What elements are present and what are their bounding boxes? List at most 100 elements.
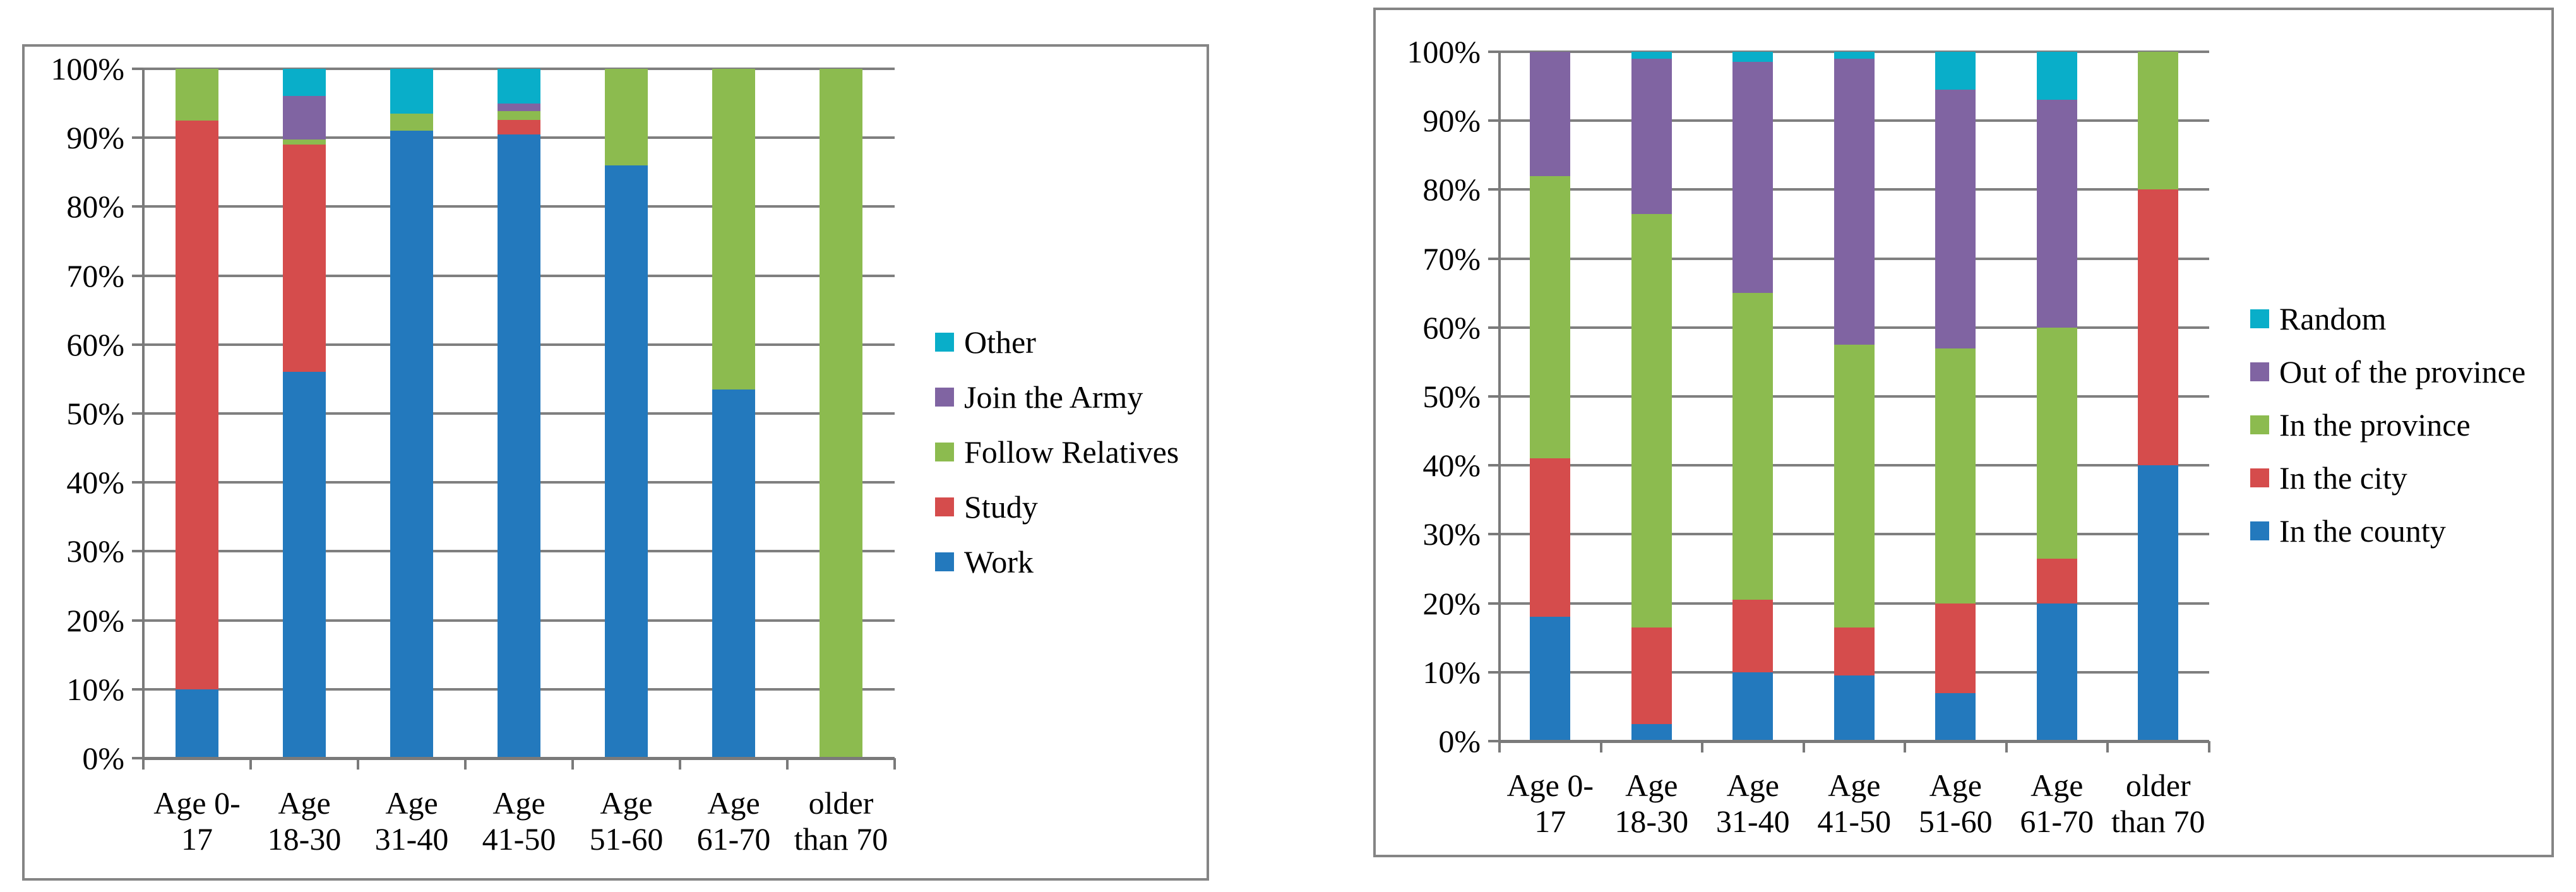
legend-item-in-the-city: In the city	[2250, 461, 2407, 495]
x-category-label-age-31-40-line1: Age	[385, 785, 438, 821]
y-tick-mark-10pct	[132, 687, 143, 691]
legend-item-out-of-the-province: Out of the province	[2250, 355, 2525, 389]
y-tick-mark-80pct	[132, 205, 143, 208]
bar-segment-age-51-60-in-the-county	[1935, 693, 1976, 741]
x-tick-mark-4	[1904, 741, 1906, 752]
y-tick-mark-0pct	[132, 757, 143, 759]
y-axis-label-0pct: 0%	[82, 740, 124, 776]
x-category-label-age-41-50-line1: Age	[1828, 768, 1881, 803]
bar-segment-age-18-30-out-of-the-province	[1631, 58, 1672, 214]
y-axis-label-40pct: 40%	[1422, 448, 1481, 484]
y-tick-mark-30pct	[132, 550, 143, 553]
bar-segment-age-18-30-study	[283, 145, 326, 372]
bar-segment-age-31-40-follow-relatives	[390, 113, 433, 131]
legend-label-in-the-province: In the province	[2279, 407, 2471, 443]
plot-area: 0% 10% 20% 30% 40% 50% 60% 70% 80% 90% 100% Age 0- 1…	[25, 47, 1212, 883]
y-tick-mark-20pct	[1488, 602, 1500, 605]
y-axis-label-90pct: 90%	[1422, 103, 1481, 139]
y-axis-label-60pct: 60%	[66, 326, 124, 362]
bar-segment-age-41-50-study	[498, 119, 540, 134]
legend-swatch-random-icon	[2250, 309, 2269, 328]
y-axis-label-20pct: 20%	[66, 602, 124, 638]
legend-swatch-out-of-the-province-icon	[2250, 362, 2269, 381]
bar-segment-age-61-70-in-the-city	[2036, 558, 2077, 604]
x-tick-mark-0	[1498, 741, 1501, 752]
bar-segment-age-18-30-random	[1631, 52, 1672, 59]
y-tick-mark-20pct	[132, 619, 143, 622]
y-tick-mark-100pct	[1488, 51, 1500, 53]
bar-segment-age-31-40-in-the-province	[1732, 293, 1774, 600]
bar-segment-age-31-40-out-of-the-province	[1732, 62, 1774, 294]
y-tick-mark-100pct	[132, 68, 143, 70]
x-category-label-age-0-17-line2: 17	[181, 821, 213, 857]
legend-item-random: Random	[2250, 302, 2386, 336]
bar-segment-age-61-70-follow-relatives	[712, 69, 755, 390]
y-tick-mark-90pct	[1488, 119, 1500, 122]
y-axis-label-60pct: 60%	[1422, 309, 1481, 345]
x-category-label-age-41-50-line2: 41-50	[482, 821, 556, 857]
bar-segment-age-41-50-out-of-the-province	[1834, 58, 1875, 345]
bar-segment-age-0-17-study	[176, 120, 218, 689]
legend-swatch-work-icon	[935, 552, 954, 571]
legend-item-join-the-army: Join the Army	[935, 380, 1143, 414]
y-axis-label-70pct: 70%	[66, 258, 124, 294]
y-axis-label-50pct: 50%	[66, 396, 124, 431]
bar-segment-age-61-70-in-the-county	[2036, 603, 2077, 741]
bar-segment-age-31-40-random	[1732, 52, 1774, 62]
legend-item-in-the-county: In the county	[2250, 514, 2446, 548]
bar-segment-age-18-30-follow-relatives	[283, 140, 326, 145]
legend-label-in-the-county: In the county	[2279, 513, 2446, 549]
x-category-label-age-31-40-line2: 31-40	[1715, 804, 1790, 839]
bar-segment-age-51-60-out-of-the-province	[1935, 90, 1976, 348]
x-axis-line	[143, 757, 895, 760]
x-axis-line	[1500, 740, 2209, 743]
x-category-label-older-than-70-line2: than 70	[794, 821, 888, 857]
legend-label-out-of-the-province: Out of the province	[2279, 354, 2526, 390]
y-tick-mark-60pct	[1488, 326, 1500, 329]
bar-segment-age-41-50-follow-relatives	[498, 110, 540, 120]
legend-item-work: Work	[935, 545, 1034, 579]
x-category-label-age-51-60-line2: 51-60	[589, 821, 664, 857]
y-axis-label-100pct: 100%	[1407, 34, 1481, 69]
y-axis-line	[142, 69, 145, 770]
x-category-label-age-51-60-line1: Age	[1929, 768, 1982, 803]
legend-swatch-in-the-city-icon	[2250, 468, 2269, 487]
bar-segment-age-41-50-in-the-city	[1834, 627, 1875, 676]
y-axis-label-70pct: 70%	[1422, 241, 1481, 277]
bar-segment-age-61-70-out-of-the-province	[2036, 100, 2077, 328]
y-axis-label-0pct: 0%	[1438, 723, 1481, 759]
x-tick-mark-5	[2005, 741, 2008, 752]
x-tick-mark-4	[571, 758, 574, 770]
x-tick-mark-6	[2106, 741, 2109, 752]
x-category-label-age-61-70-line1: Age	[2030, 768, 2084, 803]
legend-swatch-study-icon	[935, 497, 954, 516]
x-category-label-age-18-30-line2: 18-30	[267, 821, 342, 857]
bar-segment-age-51-60-random	[1935, 52, 1976, 90]
bar-segment-older-than-70-in-the-province	[2138, 52, 2179, 190]
legend-swatch-join-the-army-icon	[935, 388, 954, 407]
x-category-label-age-61-70-line1: Age	[707, 785, 760, 821]
bar-segment-age-0-17-follow-relatives	[176, 69, 218, 121]
legend-label-join-the-army: Join the Army	[964, 379, 1143, 415]
x-category-label-age-18-30-line1: Age	[1625, 768, 1678, 803]
y-tick-mark-40pct	[132, 481, 143, 484]
x-category-label-older-than-70-line2: than 70	[2111, 804, 2205, 839]
legend-label-study: Study	[964, 489, 1038, 525]
x-category-label-age-41-50-line2: 41-50	[1817, 804, 1892, 839]
x-category-label-age-0-17-line2: 17	[1534, 804, 1566, 839]
bar-segment-age-0-17-in-the-province	[1530, 175, 1571, 459]
y-axis-label-50pct: 50%	[1422, 379, 1481, 414]
x-category-label-age-41-50-line1: Age	[492, 785, 546, 821]
legend-label-random: Random	[2279, 301, 2387, 336]
x-category-label-age-61-70-line2: 61-70	[2020, 804, 2094, 839]
y-axis-label-90pct: 90%	[66, 120, 124, 156]
x-tick-mark-5	[679, 758, 681, 770]
legend-swatch-in-the-county-icon	[2250, 521, 2269, 540]
y-tick-mark-60pct	[132, 343, 143, 346]
y-axis-label-10pct: 10%	[1422, 654, 1481, 690]
legend-label-in-the-city: In the city	[2279, 460, 2407, 496]
x-category-label-age-61-70-line2: 61-70	[696, 821, 771, 857]
legend-item-in-the-province: In the province	[2250, 408, 2471, 442]
bar-segment-age-51-60-in-the-province	[1935, 348, 1976, 604]
x-tick-mark-3	[464, 758, 467, 770]
